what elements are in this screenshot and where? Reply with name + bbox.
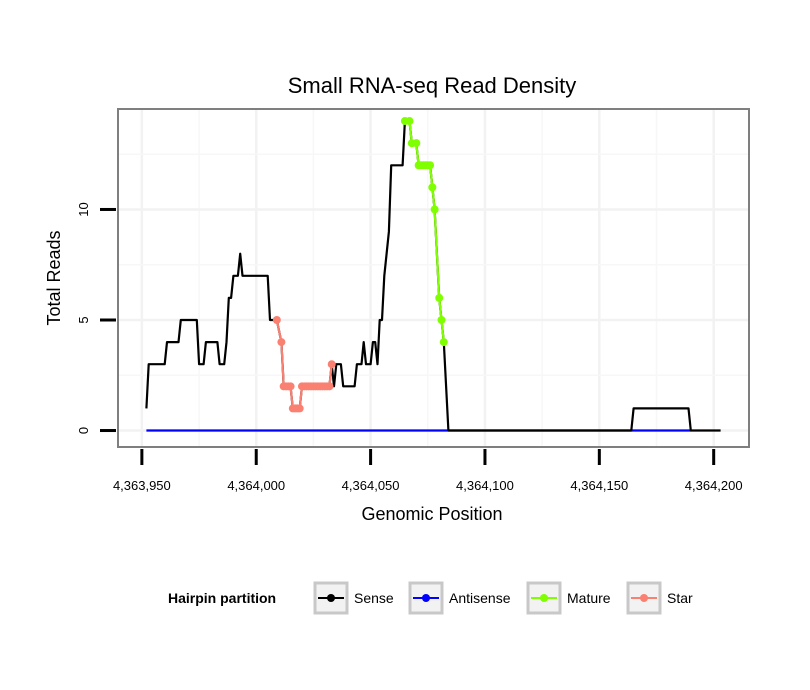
x-tick-label: 4,364,150 [570,478,628,493]
data-point-star [272,316,281,324]
legend-item-sense: Sense [313,581,394,615]
legend-title: Hairpin partition [168,590,276,606]
series-layer [145,117,721,432]
legend: Hairpin partition Sense Antisense Mature St… [168,581,693,615]
x-axis: 4,363,950 4,364,000 4,364,050 4,364,100 4,36… [113,449,743,493]
x-tick-label: 4,364,200 [685,478,743,493]
y-tick-label: 0 [76,427,91,434]
grid [119,110,748,446]
series-line-star [275,319,333,410]
legend-key-point [540,594,548,602]
series-sense [145,119,721,432]
data-point-star [325,382,334,391]
series-mature [400,117,448,347]
series-star [272,316,336,413]
data-point-mature [435,293,444,302]
data-point-mature [437,316,446,324]
x-tick-label: 4,364,100 [456,478,514,493]
legend-key-point [640,594,648,602]
data-point-mature [405,117,414,126]
data-point-star [277,338,286,347]
data-point-star [327,360,336,369]
data-point-star [295,404,304,413]
y-axis: 0 5 10 [76,202,116,434]
data-point-mature [439,338,448,347]
y-tick-label: 5 [76,316,91,323]
legend-entries: Sense Antisense Mature Star [313,581,693,615]
data-point-mature [426,161,435,170]
data-point-mature [428,183,437,192]
legend-item-mature: Mature [526,581,611,615]
legend-label: Star [667,590,693,606]
legend-item-antisense: Antisense [408,581,511,615]
x-axis-title: Genomic Position [361,504,502,524]
series-line-sense [145,119,721,432]
data-point-mature [430,205,439,214]
x-tick-label: 4,364,050 [342,478,400,493]
panel-border [117,108,750,448]
legend-key-point [422,594,430,602]
data-point-mature [412,139,421,148]
y-axis-title: Total Reads [44,230,64,325]
y-tick-label: 10 [76,202,91,216]
x-tick-label: 4,364,000 [227,478,285,493]
legend-label: Sense [354,590,394,606]
chart-title: Small RNA-seq Read Density [288,73,577,98]
legend-item-star: Star [626,581,693,615]
legend-label: Mature [567,590,611,606]
legend-label: Antisense [449,590,511,606]
x-tick-label: 4,363,950 [113,478,171,493]
legend-key-point [327,594,335,602]
data-point-star [286,382,295,391]
